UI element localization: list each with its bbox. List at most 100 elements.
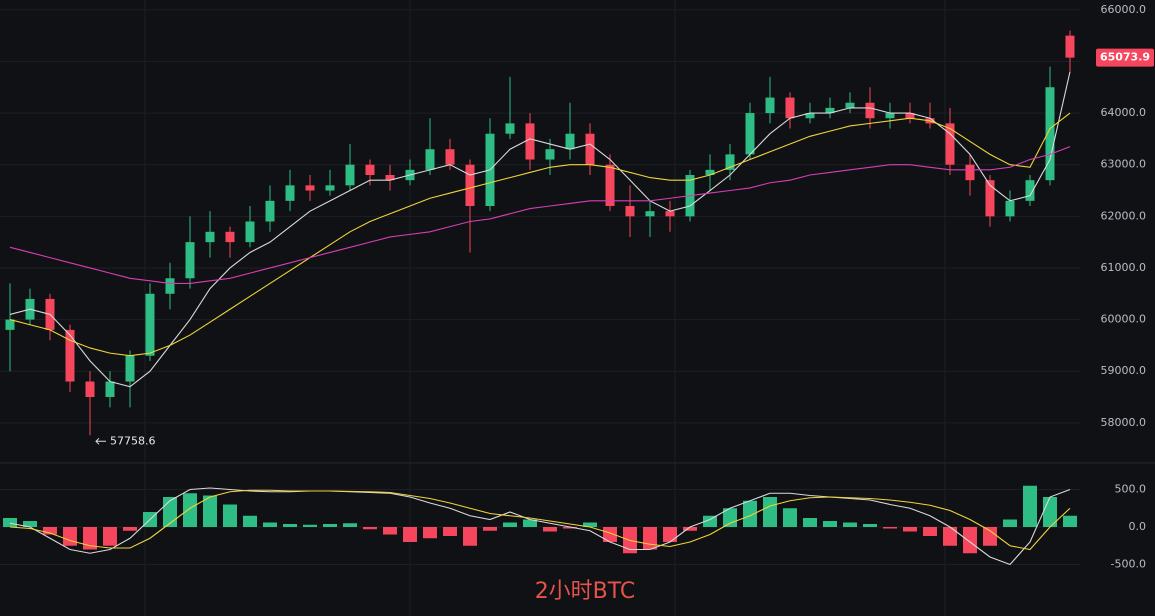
- candle-body: [105, 381, 115, 398]
- macd-bar: [323, 524, 337, 527]
- macd-bar: [123, 527, 137, 531]
- macd-bar: [863, 524, 877, 527]
- y-tick-label: 61000.0: [1101, 261, 1147, 274]
- macd-bar: [43, 527, 57, 535]
- y-tick-label: 66000.0: [1101, 3, 1147, 16]
- candle-body: [525, 123, 535, 160]
- candle-body: [785, 97, 795, 119]
- candle-body: [725, 154, 735, 170]
- ma-line: [9, 112, 1071, 357]
- candle-body: [565, 133, 575, 150]
- macd-bar: [503, 522, 517, 527]
- candle-body: [285, 185, 295, 201]
- macd-bar: [203, 495, 217, 527]
- candle-body: [605, 164, 615, 206]
- macd-bar: [963, 527, 977, 554]
- macd-bar: [903, 527, 917, 532]
- candle-body: [1065, 35, 1075, 58]
- y-tick-label: 58000.0: [1101, 416, 1147, 429]
- candle-body: [145, 293, 155, 356]
- macd-bar: [603, 527, 617, 542]
- candle-body: [245, 221, 255, 243]
- candle-body: [365, 164, 375, 176]
- macd-bar: [643, 527, 657, 550]
- y-tick-label: 64000.0: [1101, 106, 1147, 119]
- candle-body: [1005, 200, 1015, 217]
- macd-bar: [343, 523, 357, 527]
- macd-bar: [763, 497, 777, 527]
- macd-bar: [803, 518, 817, 527]
- macd-bar: [283, 524, 297, 527]
- candle-body: [325, 185, 335, 191]
- macd-bar: [483, 527, 497, 531]
- macd-bar: [563, 527, 577, 529]
- macd-bar: [823, 521, 837, 527]
- macd-bar: [983, 527, 997, 546]
- candle-body: [905, 113, 915, 119]
- macd-bar: [843, 522, 857, 527]
- macd-bar: [303, 524, 317, 527]
- candle-body: [445, 149, 455, 165]
- macd-bar: [383, 527, 397, 535]
- candle-body: [845, 102, 855, 108]
- y-tick-label: -500.0: [1111, 558, 1146, 571]
- y-tick-label: 62000.0: [1101, 209, 1147, 222]
- candle-body: [425, 149, 435, 170]
- candle-body: [265, 200, 275, 222]
- ma-line: [9, 146, 1071, 284]
- macd-bar: [943, 527, 957, 546]
- candle-body: [805, 113, 815, 119]
- macd-bar: [83, 527, 97, 550]
- candle-body: [885, 113, 895, 119]
- candle-body: [745, 113, 755, 155]
- candle-body: [1025, 180, 1035, 201]
- candle-body: [205, 231, 215, 243]
- macd-bar: [363, 527, 377, 530]
- macd-bar: [1063, 515, 1077, 527]
- macd-bar: [223, 504, 237, 527]
- candle-body: [125, 355, 135, 382]
- candle-body: [825, 107, 835, 114]
- y-tick-label: 60000.0: [1101, 313, 1147, 326]
- low-label: 57758.6: [110, 434, 156, 447]
- macd-bar: [183, 493, 197, 527]
- ma-line: [9, 489, 1071, 551]
- candle-body: [5, 319, 15, 330]
- candle-body: [665, 211, 675, 217]
- macd-bar: [543, 527, 557, 532]
- macd-bar: [683, 527, 697, 531]
- macd-bar: [443, 527, 457, 536]
- y-tick-label: 59000.0: [1101, 364, 1147, 377]
- candle-body: [505, 123, 515, 134]
- candle-body: [865, 102, 875, 119]
- candle-body: [165, 278, 175, 294]
- macd-bar: [263, 522, 277, 527]
- macd-bar: [1003, 519, 1017, 527]
- candle-body: [465, 164, 475, 206]
- macd-bar: [523, 519, 537, 527]
- macd-bar: [103, 527, 117, 546]
- macd-bar: [63, 527, 77, 546]
- price-tag-label: 65073.9: [1100, 51, 1150, 64]
- candle-body: [945, 123, 955, 165]
- macd-bar: [403, 527, 417, 542]
- macd-bar: [583, 522, 597, 527]
- candle-body: [385, 175, 395, 181]
- macd-bar: [743, 500, 757, 527]
- candle-body: [185, 242, 195, 279]
- candle-body: [225, 231, 235, 243]
- macd-bar: [3, 518, 17, 527]
- macd-bar: [923, 527, 937, 536]
- candle-body: [345, 164, 355, 186]
- low-arrow: [95, 437, 106, 445]
- candle-body: [545, 149, 555, 160]
- candle-body: [85, 381, 95, 398]
- candle-body: [705, 169, 715, 176]
- candle-body: [1045, 87, 1055, 181]
- macd-bar: [463, 527, 477, 546]
- chart-title: 2小时BTC: [535, 579, 636, 604]
- y-tick-label: 500.0: [1115, 483, 1147, 496]
- candle-body: [765, 97, 775, 114]
- macd-bar: [1023, 485, 1037, 527]
